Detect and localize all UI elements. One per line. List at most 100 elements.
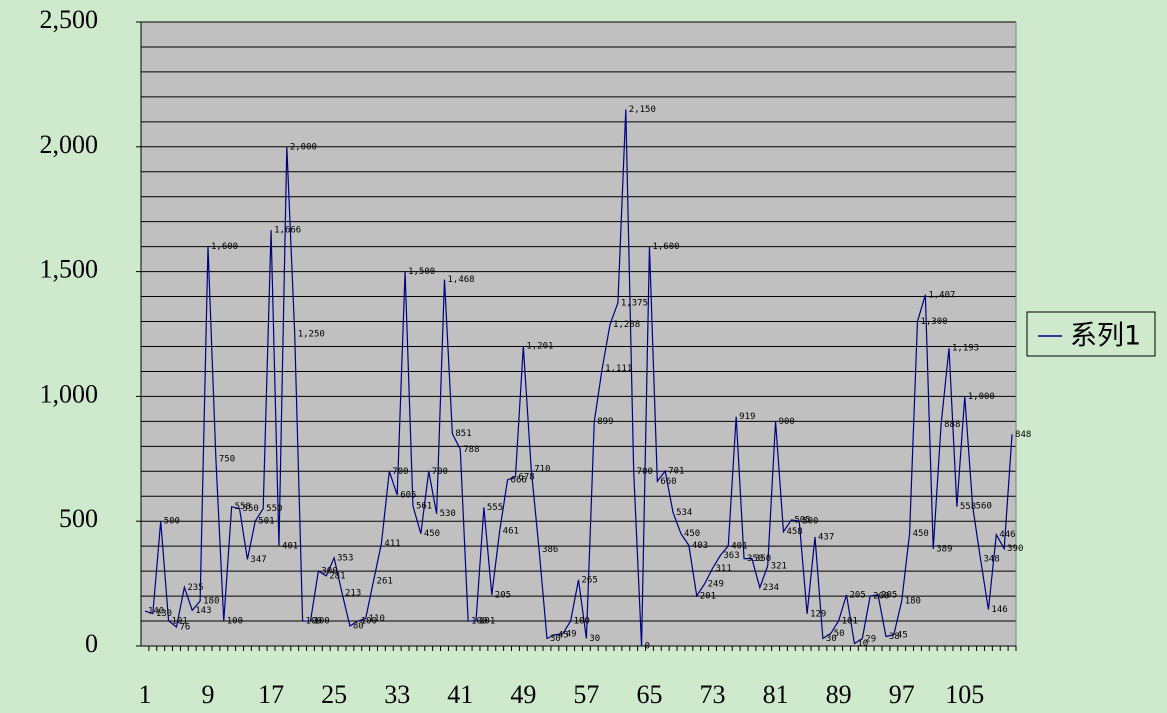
data-label: 386 (542, 545, 558, 555)
data-label: 500 (802, 517, 818, 527)
data-label: 558 (235, 502, 251, 512)
data-label: 701 (668, 467, 684, 477)
data-label: 411 (384, 539, 400, 549)
data-label: 101 (479, 616, 495, 626)
data-label: 249 (708, 579, 724, 589)
data-label: 347 (250, 555, 266, 565)
data-label: 450 (424, 529, 440, 539)
x-tick-label: 97 (889, 680, 915, 709)
data-label: 180 (203, 597, 219, 607)
data-label: 550 (243, 504, 259, 514)
x-tick-label: 65 (636, 680, 662, 709)
data-label: 446 (999, 530, 1015, 540)
x-tick-label: 49 (510, 680, 536, 709)
data-label: 900 (779, 417, 795, 427)
data-label: 100 (471, 617, 487, 627)
data-label: 30 (589, 634, 600, 644)
data-label: 678 (518, 472, 534, 482)
data-label: 143 (195, 606, 211, 616)
data-label: 666 (511, 475, 527, 485)
data-label: 80 (353, 622, 364, 632)
data-label: 458 (786, 527, 802, 537)
data-label: 750 (219, 454, 235, 464)
data-label: 534 (676, 508, 692, 518)
data-label: 660 (660, 477, 676, 487)
data-label: 45 (897, 630, 908, 640)
data-label: 888 (944, 420, 960, 430)
data-label: 76 (179, 623, 190, 633)
data-label: 2,150 (629, 105, 656, 115)
data-label: 129 (810, 609, 826, 619)
y-tick-label: 500 (59, 504, 98, 533)
data-label: 851 (455, 429, 471, 439)
data-label: 30 (550, 634, 561, 644)
data-label: 700 (392, 467, 408, 477)
data-label: 2,000 (290, 142, 317, 152)
data-label: 30 (826, 634, 837, 644)
data-label: 311 (716, 564, 732, 574)
data-label: 1,600 (211, 242, 238, 252)
data-label: 235 (187, 583, 203, 593)
data-label: 350 (747, 554, 763, 564)
data-label: 300 (321, 567, 337, 577)
data-label: 500 (164, 517, 180, 527)
data-label: 401 (731, 541, 747, 551)
data-label: 560 (976, 502, 992, 512)
data-label: 110 (369, 614, 385, 624)
x-tick-label: 25 (321, 680, 347, 709)
data-label: 1,201 (526, 342, 553, 352)
data-label: 1,193 (952, 344, 979, 354)
data-label: 1,407 (928, 290, 955, 300)
x-tick-label: 17 (258, 680, 284, 709)
legend: 系列1 (1026, 311, 1156, 357)
data-label: 205 (495, 590, 511, 600)
data-label: 561 (416, 501, 432, 511)
data-label: 403 (692, 541, 708, 551)
x-tick-label: 41 (447, 680, 473, 709)
data-label: 100 (574, 617, 590, 627)
data-label: 450 (913, 529, 929, 539)
data-label: 146 (991, 605, 1007, 615)
x-tick-label: 9 (202, 680, 215, 709)
legend-box (1026, 311, 1156, 357)
data-label: 261 (377, 576, 393, 586)
data-label: 710 (534, 464, 550, 474)
x-tick-label: 73 (700, 680, 726, 709)
data-label: 1,500 (408, 267, 435, 277)
data-label: 45 (558, 630, 569, 640)
data-label: 550 (266, 504, 282, 514)
data-label: 899 (597, 417, 613, 427)
data-label: 1,468 (447, 275, 474, 285)
data-label: 919 (739, 412, 755, 422)
plot-area (141, 22, 1016, 646)
data-label: 281 (329, 571, 345, 581)
data-label: 437 (818, 532, 834, 542)
data-label: 505 (794, 515, 810, 525)
data-label: 348 (984, 555, 1000, 565)
y-tick-label: 2,000 (40, 130, 99, 159)
data-label: 101 (172, 616, 188, 626)
data-label: 234 (763, 583, 779, 593)
data-label: 50 (834, 629, 845, 639)
data-label: 450 (684, 529, 700, 539)
data-label: 101 (842, 616, 858, 626)
data-label: 201 (700, 591, 716, 601)
data-label: 49 (566, 629, 577, 639)
data-label: 1,666 (274, 226, 301, 236)
y-tick-label: 2,500 (40, 5, 99, 34)
data-label: 353 (337, 553, 353, 563)
data-label: 1,250 (298, 330, 325, 340)
data-label: 700 (432, 467, 448, 477)
data-label: 389 (936, 544, 952, 554)
data-label: 461 (503, 526, 519, 536)
data-label: 130 (156, 609, 172, 619)
data-label: 205 (850, 590, 866, 600)
data-label: 501 (258, 516, 274, 526)
data-label: 1,288 (613, 320, 640, 330)
y-tick-label: 0 (85, 629, 98, 658)
x-tick-label: 105 (945, 680, 984, 709)
data-label: 100 (313, 617, 329, 627)
data-label: 200 (873, 592, 889, 602)
x-tick-label: 1 (138, 680, 151, 709)
